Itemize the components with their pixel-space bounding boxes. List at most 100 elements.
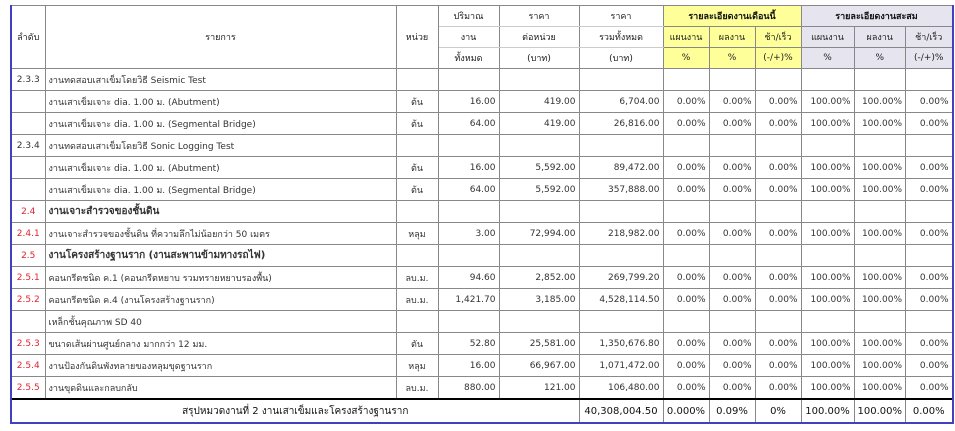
month-plan-header: แผนงาน (662, 26, 710, 48)
summary-cum-actual: 100.00% (853, 398, 906, 424)
month-actual: 0.00% (708, 90, 756, 113)
cum-plan (800, 134, 855, 157)
quantity: 94.60 (437, 266, 500, 289)
item-description: งานทดสอบเสาเข็มโดยวิธี Seismic Test (44, 68, 397, 91)
unit-price: 419.00 (498, 112, 580, 135)
item-description: คอนกรีตชนิด ค.1 (คอนกรีตหยาบ รวมทรายหยาบ… (44, 266, 397, 289)
cum-actual (853, 134, 906, 157)
cum-actual (853, 310, 906, 333)
item-description: งานเสาเข็มเจาะ dia. 1.00 ม. (Segmental B… (44, 178, 397, 201)
cum-diff: 0.00% (905, 112, 954, 135)
table-row: งานเสาเข็มเจาะ dia. 1.00 ม. (Segmental B… (10, 178, 954, 201)
cum-plan: 100.00% (800, 90, 855, 113)
month-diff: 0.00% (754, 266, 802, 289)
quantity: 64.00 (437, 178, 500, 201)
month-plan: 0.00% (662, 266, 710, 289)
month-diff (754, 68, 802, 91)
summary-label: สรุปหมวดงานที่ 2 งานเสาเข็มและโครงสร้างฐ… (10, 398, 580, 424)
col-total-header-2: รวมทั้งหมด (578, 26, 664, 48)
cum-plan (800, 68, 855, 91)
cum-actual (853, 244, 906, 267)
item-description: งานเสาเข็มเจาะ dia. 1.00 ม. (Abutment) (44, 90, 397, 113)
cum-plan (800, 310, 855, 333)
cum-actual-header: ผลงาน (853, 26, 906, 48)
cum-actual-unit: % (853, 47, 906, 69)
month-diff: 0.00% (754, 178, 802, 201)
cum-actual: 100.00% (853, 376, 906, 400)
table-row: 2.5 งานโครงสร้างฐานราก (งานสะพานข้ามทางรถ… (10, 244, 954, 267)
unit-price: 419.00 (498, 90, 580, 113)
item-number: 2.5.4 (10, 354, 46, 377)
month-actual-unit: % (708, 47, 756, 69)
month-plan (662, 134, 710, 157)
col-description-header: รายการ (44, 5, 397, 69)
unit-price: 72,994.00 (498, 222, 580, 245)
unit-price: 25,581.00 (498, 332, 580, 355)
unit (395, 68, 439, 91)
col-item-header: ลำดับ (10, 5, 46, 69)
table-row: 2.5.2 คอนกรีตชนิด ค.4 (งานโครงสร้างฐานราก… (10, 288, 954, 311)
item-number: 2.5.1 (10, 266, 46, 289)
unit-price: 5,592.00 (498, 178, 580, 201)
quantity: 64.00 (437, 112, 500, 135)
summary-month-plan: 0.000% (662, 398, 710, 424)
total-price: 1,350,676.80 (578, 332, 664, 355)
month-diff-unit: (-/+)% (754, 47, 802, 69)
unit (395, 244, 439, 267)
cum-actual: 100.00% (853, 112, 906, 135)
unit (395, 200, 439, 223)
summary-cum-diff: 0.00% (905, 398, 954, 424)
quantity: 3.00 (437, 222, 500, 245)
unit-price (498, 200, 580, 223)
unit-price (498, 134, 580, 157)
cum-diff: 0.00% (905, 288, 954, 311)
total-price: 89,472.00 (578, 156, 664, 179)
quantity: 16.00 (437, 90, 500, 113)
cum-plan: 100.00% (800, 376, 855, 400)
cum-actual (853, 68, 906, 91)
month-actual (708, 310, 756, 333)
summary-month-actual: 0.09% (708, 398, 756, 424)
cum-actual: 100.00% (853, 354, 906, 377)
cum-plan: 100.00% (800, 354, 855, 377)
item-number: 2.5 (10, 244, 46, 267)
cum-diff-header: ช้า/เร็ว (905, 26, 954, 48)
unit: ต้น (395, 156, 439, 179)
month-diff (754, 134, 802, 157)
item-description: ขนาดเส้นผ่านศูนย์กลาง มากกว่า 12 มม. (44, 332, 397, 355)
this-month-header: รายละเอียดงานเดือนนี้ (662, 5, 802, 27)
unit: ต้น (395, 178, 439, 201)
unit: หลุม (395, 222, 439, 245)
item-description: งานเสาเข็มเจาะ dia. 1.00 ม. (Abutment) (44, 156, 397, 179)
cum-plan-unit: % (800, 47, 855, 69)
quantity (437, 244, 500, 267)
col-qty-header-3: ทั้งหมด (437, 47, 500, 69)
cum-diff: 0.00% (905, 156, 954, 179)
cum-actual: 100.00% (853, 90, 906, 113)
cum-actual: 100.00% (853, 156, 906, 179)
summary-month-diff: 0% (754, 398, 802, 424)
table-row: 2.5.4 งานป้องกันดินพังทลายของหลุมขุดฐานรา… (10, 354, 954, 377)
col-qty-header-1: ปริมาณ (437, 5, 500, 27)
cum-plan: 100.00% (800, 288, 855, 311)
item-number: 2.5.3 (10, 332, 46, 355)
month-diff: 0.00% (754, 288, 802, 311)
month-plan-unit: % (662, 47, 710, 69)
month-diff (754, 310, 802, 333)
item-description: งานเจาะสำรวจของชั้นดิน ที่ความลึกไม่น้อย… (44, 222, 397, 245)
month-plan: 0.00% (662, 178, 710, 201)
total-price: 218,982.00 (578, 222, 664, 245)
month-diff: 0.00% (754, 354, 802, 377)
unit: ลบ.ม. (395, 376, 439, 400)
unit-price: 2,852.00 (498, 266, 580, 289)
quantity (437, 68, 500, 91)
cum-plan: 100.00% (800, 332, 855, 355)
item-description: งานทดสอบเสาเข็มโดยวิธี Sonic Logging Tes… (44, 134, 397, 157)
month-plan (662, 310, 710, 333)
unit-price (498, 310, 580, 333)
unit (395, 310, 439, 333)
month-actual-header: ผลงาน (708, 26, 756, 48)
month-actual: 0.00% (708, 112, 756, 135)
cum-plan: 100.00% (800, 112, 855, 135)
month-diff: 0.00% (754, 376, 802, 400)
